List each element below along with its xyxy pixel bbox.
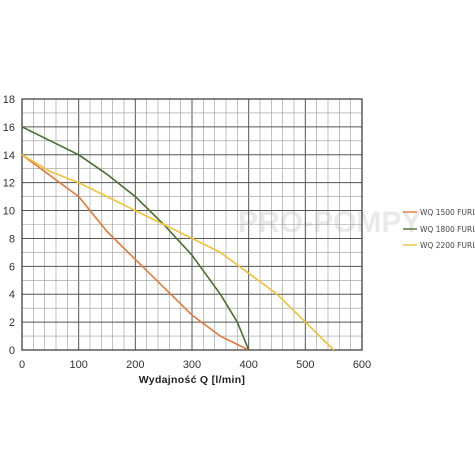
watermark: PRO-POMPY bbox=[238, 206, 421, 239]
x-tick-label: 100 bbox=[69, 359, 87, 371]
series-group bbox=[21, 126, 335, 351]
y-tick-label: 10 bbox=[3, 206, 15, 218]
legend-label: WQ 2200 FURIA bbox=[420, 241, 475, 250]
x-tick-label: 200 bbox=[126, 359, 144, 371]
y-tick-label: 12 bbox=[3, 178, 15, 190]
y-tick-label: 14 bbox=[3, 150, 15, 162]
x-tick-label: 500 bbox=[296, 359, 314, 371]
watermark-text: PRO-POMPY bbox=[238, 206, 421, 239]
axes: 0 2 4 6 8 10 12 14 16 18 0 100 200 300 400 500 600 Wydajn… bbox=[3, 94, 371, 386]
y-tick-label: 8 bbox=[9, 233, 15, 245]
legend-label: WQ 1800 FURIA bbox=[420, 225, 475, 234]
series-line-3 bbox=[21, 154, 335, 351]
x-tick-label: 400 bbox=[239, 359, 257, 371]
grid bbox=[21, 98, 363, 351]
y-tick-label: 6 bbox=[9, 261, 15, 273]
x-tick-label: 600 bbox=[353, 359, 371, 371]
y-tick-label: 0 bbox=[9, 345, 15, 357]
plot-frame bbox=[21, 98, 363, 351]
x-axis-label: Wydajność Q [l/min] bbox=[139, 374, 245, 386]
legend-label: WQ 1500 FURIA bbox=[420, 208, 475, 217]
y-tick-label: 4 bbox=[9, 289, 15, 301]
series-line-1 bbox=[21, 154, 250, 351]
x-tick-label: 0 bbox=[19, 359, 25, 371]
y-tick-label: 16 bbox=[3, 122, 15, 134]
x-tick-label: 300 bbox=[183, 359, 201, 371]
y-tick-label: 18 bbox=[3, 94, 15, 106]
legend: WQ 1500 FURIA WQ 1800 FURIA WQ 2200 FURIA bbox=[403, 208, 475, 250]
y-tick-label: 2 bbox=[9, 317, 15, 329]
series-line-2 bbox=[21, 126, 250, 351]
